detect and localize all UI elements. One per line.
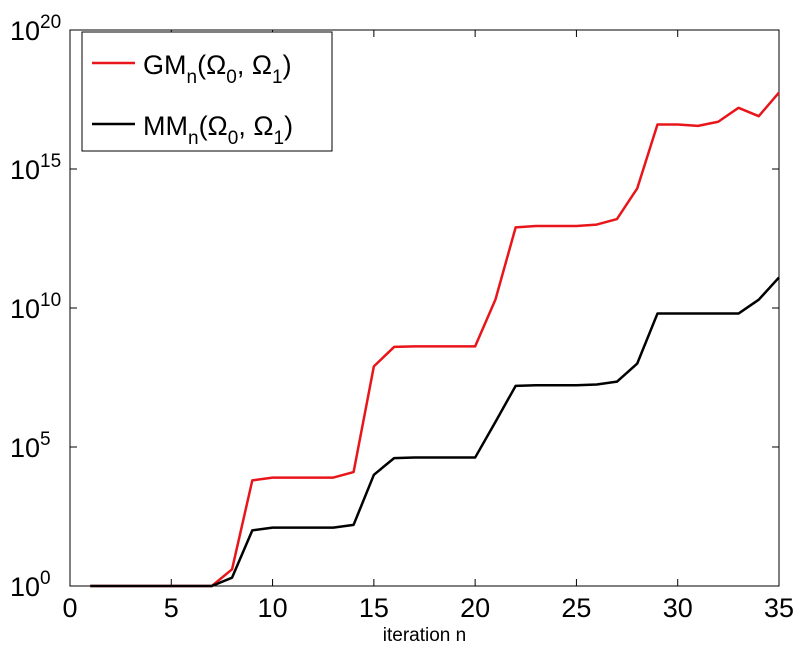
- x-tick-label: 5: [164, 593, 179, 623]
- y-tick-label: 1015: [10, 151, 61, 185]
- legend-label-gm: GMn(Ω0, Ω1): [143, 50, 292, 88]
- legend-label-mm: MMn(Ω0, Ω1): [143, 111, 293, 149]
- y-tick-label: 1020: [10, 12, 61, 46]
- series-lines: [90, 91, 780, 588]
- x-tick-label: 20: [460, 593, 490, 623]
- legend: GMn(Ω0, Ω1) MMn(Ω0, Ω1): [81, 31, 333, 152]
- x-tick-label: 15: [359, 593, 389, 623]
- legend-box: [81, 31, 333, 152]
- y-tick-labels: 100 105 1010 1015 1020: [10, 12, 61, 602]
- x-axis-label: iteration n: [383, 625, 466, 646]
- y-tick-label: 100: [10, 568, 51, 602]
- x-tick-label: 35: [764, 593, 794, 623]
- series-line-mm: [90, 276, 780, 588]
- x-tick-labels: 0 5 10 15 20 25 30 35: [62, 593, 794, 623]
- axis-ticks: [69, 29, 780, 587]
- y-tick-label: 105: [10, 429, 51, 463]
- x-tick-label: 25: [561, 593, 591, 623]
- x-tick-label: 30: [663, 593, 693, 623]
- y-tick-label: 1010: [10, 290, 61, 324]
- x-tick-label: 0: [62, 593, 77, 623]
- x-tick-label: 10: [258, 593, 288, 623]
